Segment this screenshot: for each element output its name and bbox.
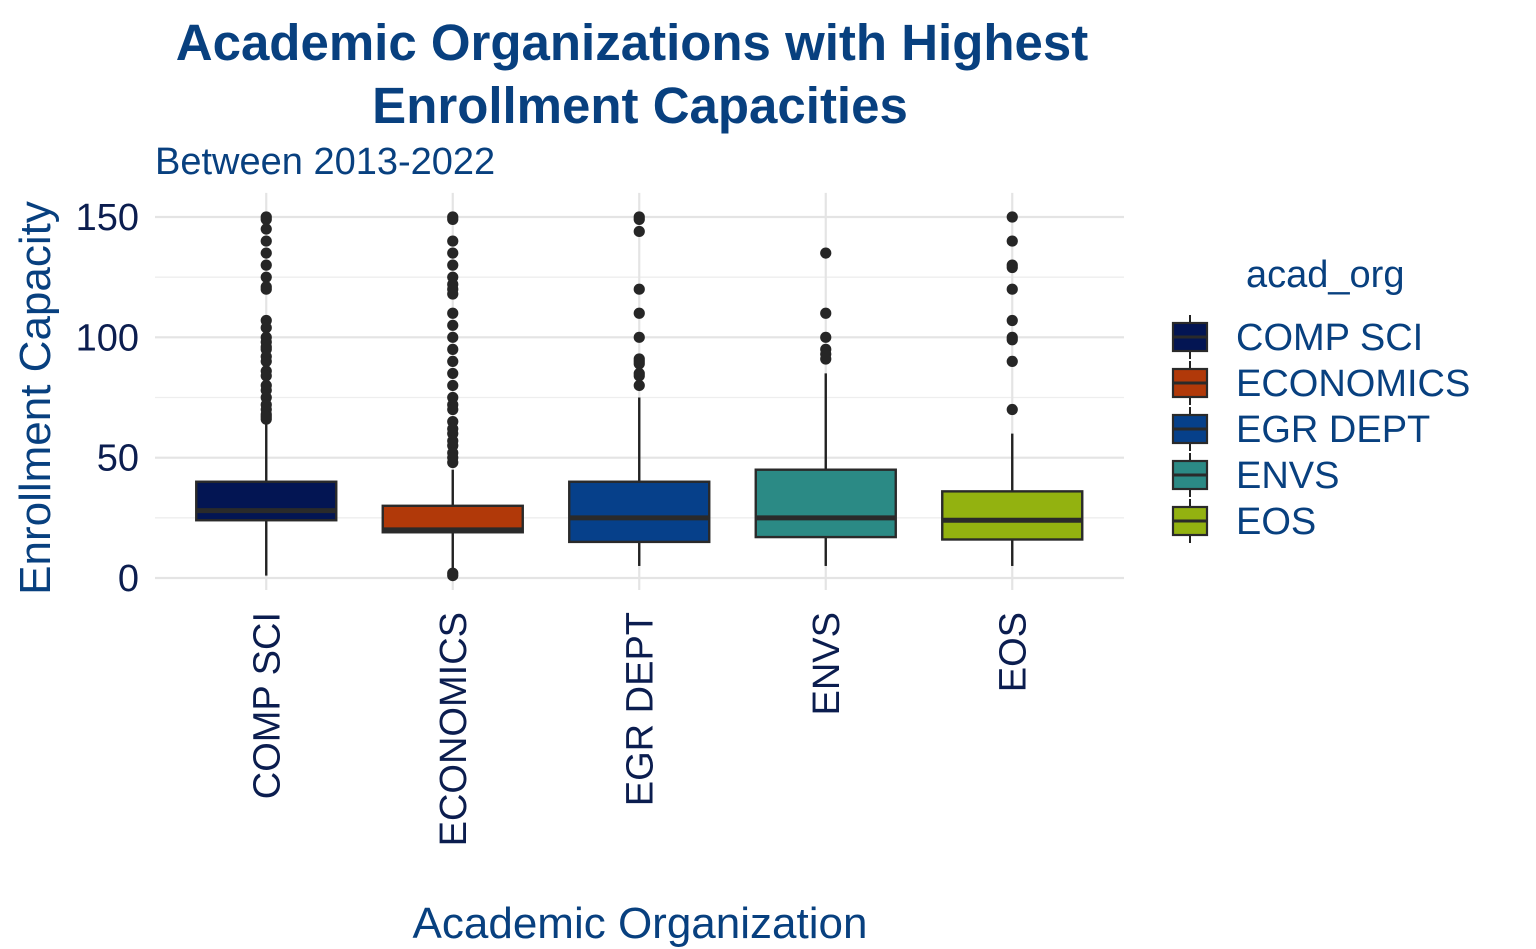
iqr-box bbox=[568, 480, 711, 544]
y-tick-label: 50 bbox=[97, 438, 139, 480]
outlier-point bbox=[447, 288, 459, 300]
outlier-point bbox=[447, 307, 459, 319]
iqr-box bbox=[195, 480, 338, 522]
outlier-point bbox=[447, 355, 459, 367]
x-tick-label: COMP SCI bbox=[246, 612, 288, 799]
legend-label: EOS bbox=[1236, 501, 1316, 543]
chart-title-line-1: Academic Organizations with Highest bbox=[176, 14, 1089, 71]
outlier-point bbox=[447, 456, 459, 469]
outlier-point bbox=[1006, 314, 1018, 327]
outlier-point bbox=[820, 247, 832, 259]
outlier-point bbox=[260, 271, 272, 283]
box-economics bbox=[381, 211, 524, 582]
legend-label: ENVS bbox=[1236, 455, 1339, 497]
outlier-point bbox=[820, 353, 832, 365]
outlier-point bbox=[447, 367, 459, 380]
outlier-point bbox=[260, 370, 272, 382]
outlier-point bbox=[260, 413, 272, 425]
outlier-point bbox=[1006, 334, 1018, 346]
outlier-point bbox=[447, 319, 459, 331]
y-tick-label: 150 bbox=[76, 197, 139, 239]
outlier-point bbox=[1006, 403, 1018, 416]
legend-item-economics: ECONOMICS bbox=[1171, 361, 1470, 405]
y-axis-ticks: 0 50 100 150 bbox=[76, 197, 139, 600]
y-tick-label: 100 bbox=[76, 317, 139, 359]
legend-title: acad_org bbox=[1246, 254, 1404, 296]
legend-label: EGR DEPT bbox=[1236, 409, 1430, 451]
iqr-box bbox=[941, 490, 1084, 541]
box-comp-sci bbox=[195, 211, 338, 576]
outlier-point bbox=[447, 403, 459, 416]
outlier-point bbox=[447, 259, 459, 271]
outlier-point bbox=[447, 569, 459, 582]
outlier-point bbox=[633, 358, 645, 370]
iqr-box bbox=[754, 468, 897, 539]
x-tick-label: EGR DEPT bbox=[619, 612, 661, 806]
legend-label: COMP SCI bbox=[1236, 317, 1423, 359]
outlier-point bbox=[1006, 355, 1018, 367]
outlier-point bbox=[633, 283, 645, 295]
outlier-point bbox=[260, 247, 272, 259]
legend-item-egr-dept: EGR DEPT bbox=[1171, 407, 1430, 451]
outlier-point bbox=[260, 322, 272, 334]
chart-title-line-2: Enrollment Capacities bbox=[372, 77, 908, 134]
boxes bbox=[195, 211, 1084, 582]
outlier-point bbox=[633, 379, 645, 392]
chart-subtitle: Between 2013-2022 bbox=[155, 141, 495, 183]
y-tick-label: 0 bbox=[118, 558, 139, 600]
legend-label: ECONOMICS bbox=[1236, 363, 1470, 405]
outlier-point bbox=[260, 223, 272, 235]
outlier-point bbox=[633, 370, 645, 382]
outlier-point bbox=[1006, 283, 1018, 295]
box-eos bbox=[941, 211, 1084, 566]
box-egr-dept bbox=[568, 211, 711, 566]
x-tick-label: ECONOMICS bbox=[433, 612, 475, 846]
outlier-point bbox=[447, 235, 459, 247]
outlier-point bbox=[260, 235, 272, 247]
outlier-point bbox=[1006, 261, 1018, 274]
legend-item-eos: EOS bbox=[1171, 499, 1316, 543]
outlier-point bbox=[1006, 235, 1018, 247]
x-tick-label: EOS bbox=[992, 612, 1034, 692]
outlier-point bbox=[447, 379, 459, 392]
outlier-point bbox=[260, 355, 272, 367]
legend-item-envs: ENVS bbox=[1171, 453, 1339, 497]
outlier-point bbox=[260, 283, 272, 295]
x-tick-label: ENVS bbox=[806, 612, 848, 715]
outlier-point bbox=[447, 213, 459, 226]
x-axis-title: Academic Organization bbox=[413, 899, 868, 948]
outlier-point bbox=[447, 247, 459, 259]
outlier-point bbox=[820, 307, 832, 319]
outlier-point bbox=[633, 307, 645, 319]
outlier-point bbox=[820, 331, 832, 343]
outlier-point bbox=[1006, 211, 1018, 223]
outlier-point bbox=[633, 225, 645, 238]
outlier-point bbox=[447, 343, 459, 355]
box-envs bbox=[754, 247, 897, 566]
outlier-point bbox=[260, 213, 272, 226]
y-axis-title: Enrollment Capacity bbox=[11, 201, 60, 595]
outlier-point bbox=[633, 331, 645, 343]
legend-item-comp-sci: COMP SCI bbox=[1171, 315, 1423, 359]
outlier-point bbox=[633, 213, 645, 226]
outlier-point bbox=[260, 259, 272, 271]
x-axis-ticks: COMP SCI ECONOMICS EGR DEPT ENVS EOS bbox=[246, 612, 1034, 846]
outlier-point bbox=[447, 331, 459, 343]
